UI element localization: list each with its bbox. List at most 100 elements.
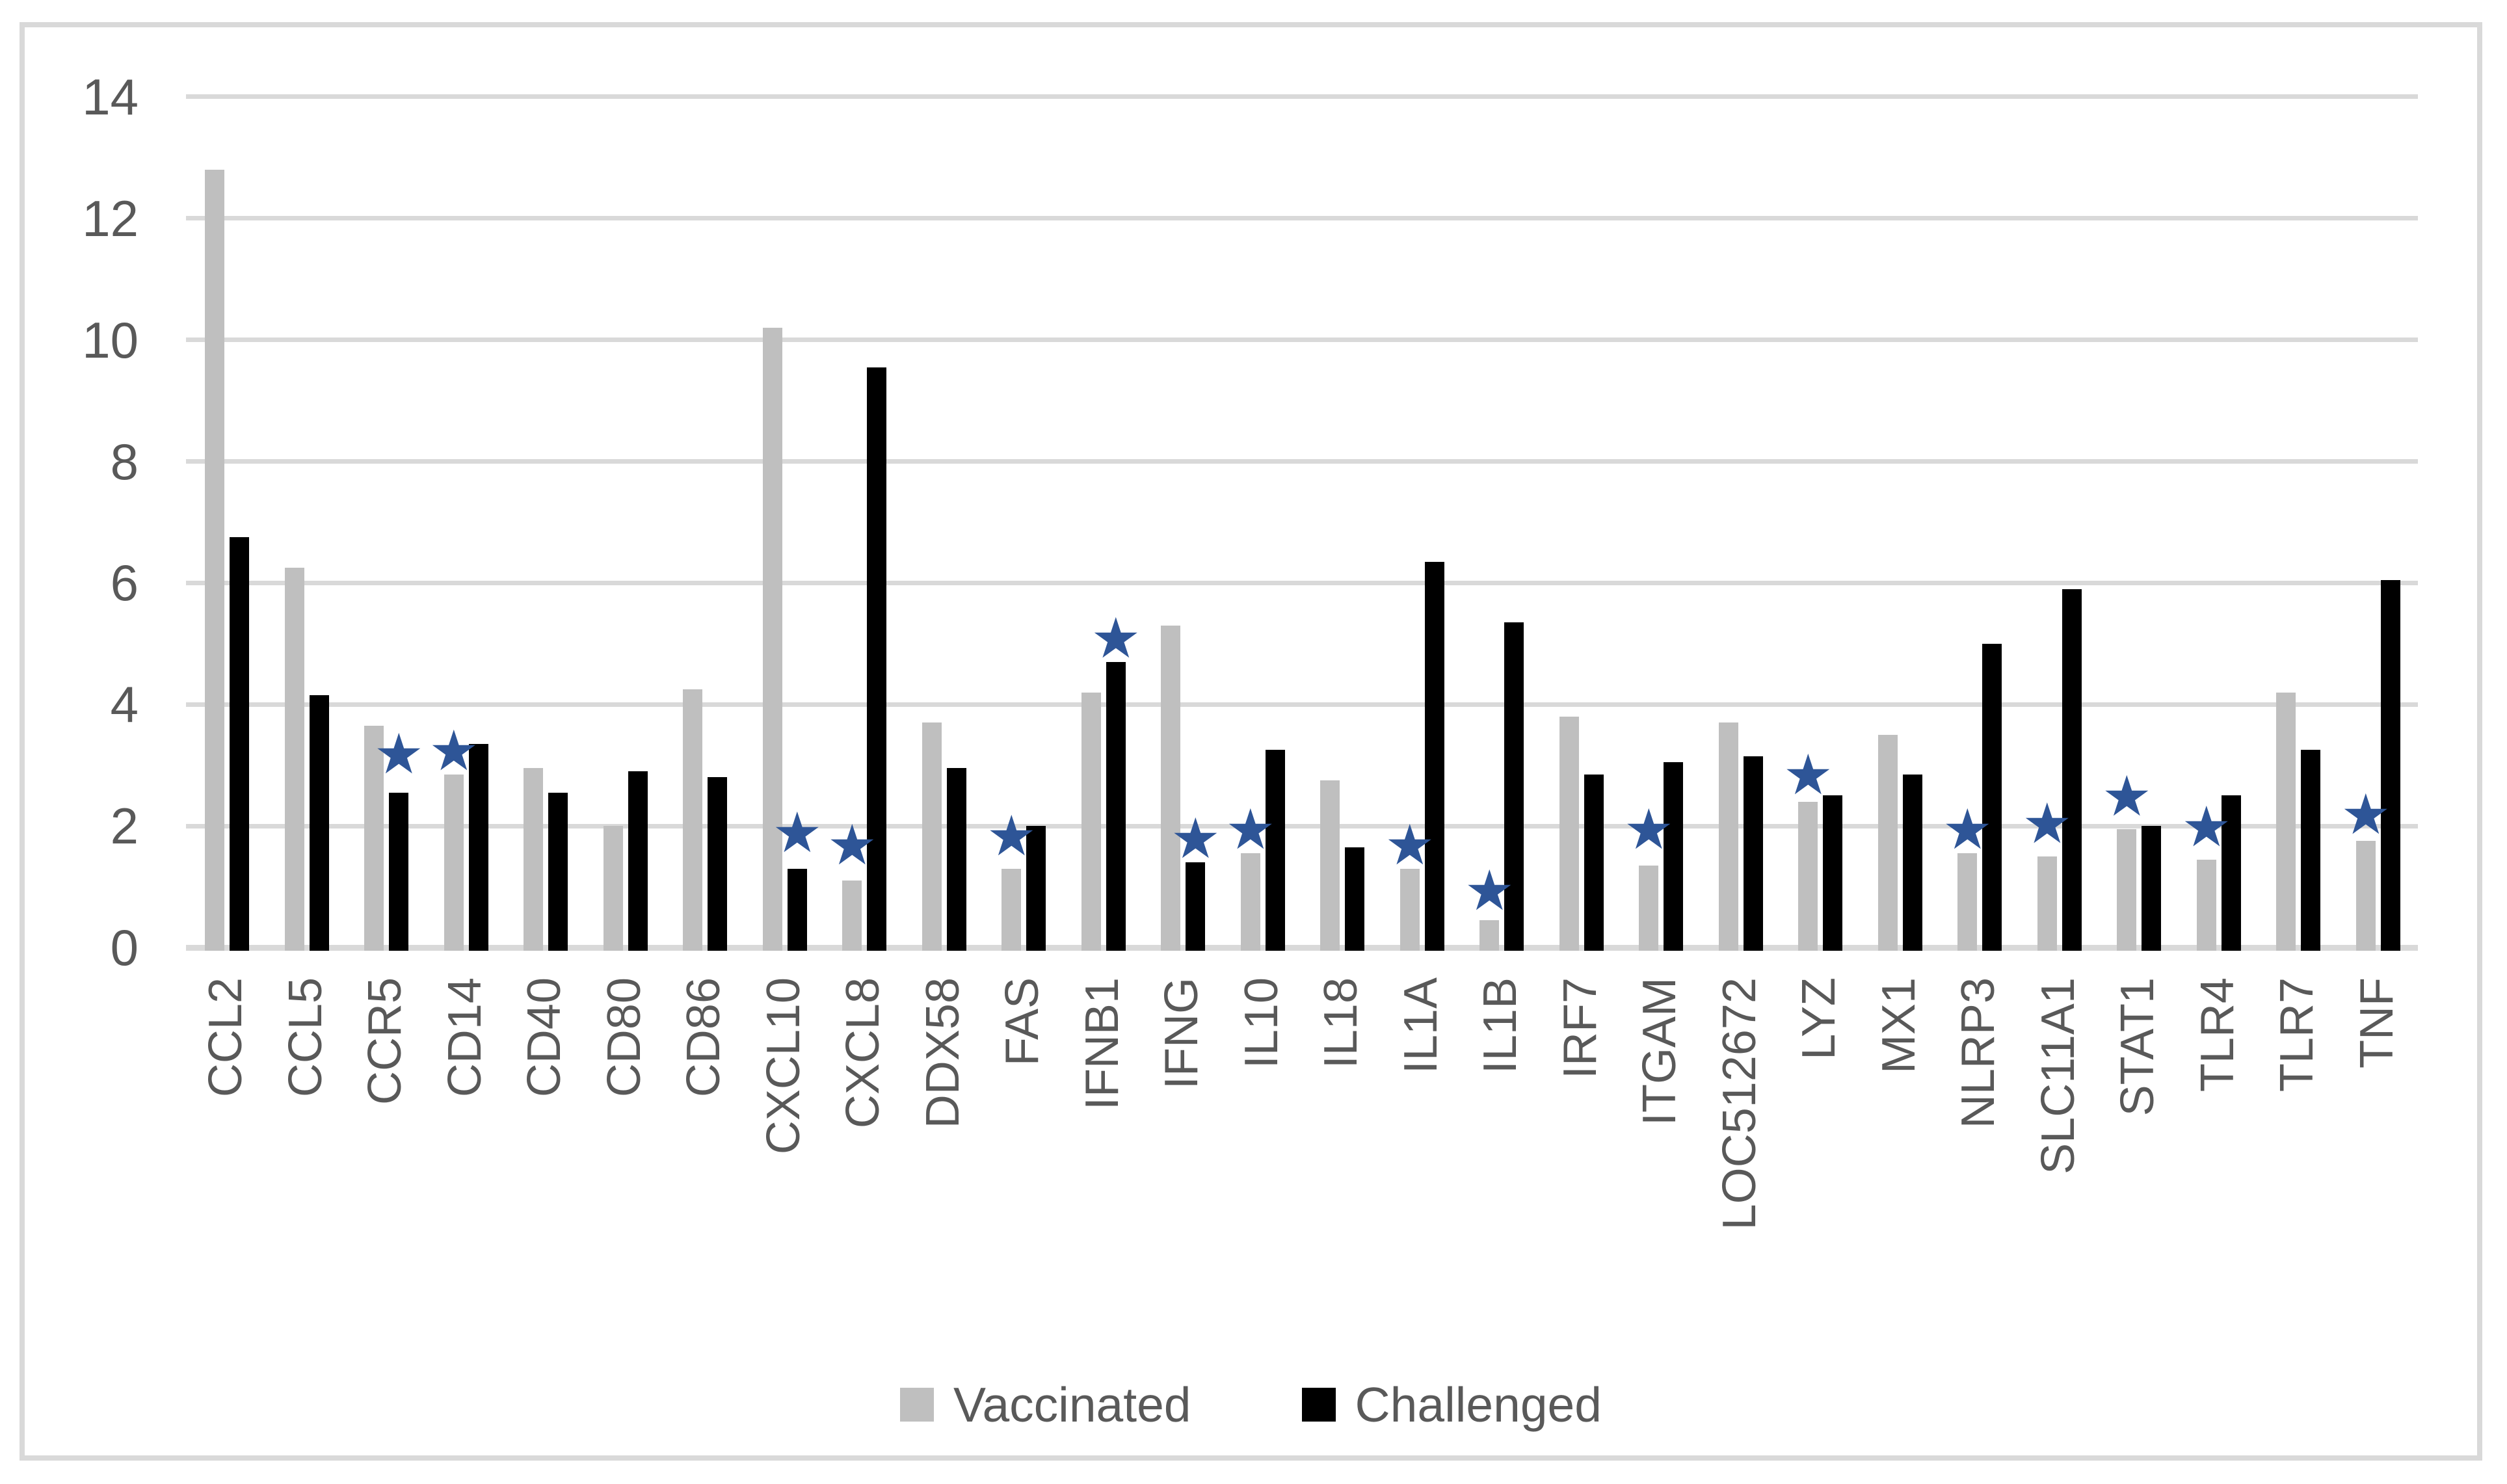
bar-vaccinated-FAS (1001, 868, 1022, 951)
bar-vaccinated-CD86 (683, 689, 703, 951)
bar-vaccinated-DDX58 (922, 722, 942, 951)
x-category-label: ITGAM (1634, 977, 1686, 1126)
bar-challenged-FAS (1026, 826, 1046, 951)
bar-challenged-TLR4 (2221, 795, 2241, 951)
bar-vaccinated-IRF7 (1559, 716, 1579, 951)
x-category-label: CD86 (678, 977, 730, 1098)
bar-challenged-TNF (2380, 579, 2400, 951)
chart-frame: Vaccinated Challenged 0 2 4 6 8 10 12 14 CCL2 CCL… (20, 22, 2482, 1461)
bar-challenged-NLRP3 (1982, 643, 2002, 951)
bar-challenged-CD80 (628, 771, 648, 951)
legend-item-vaccinated: Vaccinated (900, 1379, 1191, 1431)
x-category-label: CD80 (598, 977, 650, 1098)
significance-star-STAT1: ★ (2101, 765, 2152, 828)
x-category-label: IL18 (1315, 977, 1368, 1069)
gridline (186, 216, 2418, 221)
bar-vaccinated-NLRP3 (1957, 853, 1978, 951)
bar-vaccinated-IL1A (1399, 868, 1420, 951)
bar-challenged-IRF7 (1584, 774, 1604, 951)
bar-challenged-CD86 (708, 777, 728, 951)
bar-challenged-SLC11A1 (2062, 589, 2082, 951)
bar-challenged-IL1A (1424, 561, 1444, 951)
bar-vaccinated-CXCL10 (762, 328, 782, 951)
x-category-label: IFNG (1156, 977, 1208, 1089)
x-category-label: IFNB1 (1076, 977, 1128, 1111)
x-category-label: STAT1 (2112, 977, 2164, 1117)
significance-star-IL1A: ★ (1385, 814, 1435, 877)
bar-challenged-TLR7 (2301, 750, 2321, 951)
x-category-label: MX1 (1872, 977, 1925, 1074)
gridline (186, 94, 2418, 99)
x-category-label: TNF (2350, 977, 2403, 1068)
vaccinated-swatch-icon (900, 1388, 934, 1422)
bar-challenged-ITGAM (1664, 762, 1684, 951)
y-tick-label: 2 (110, 797, 139, 855)
bar-vaccinated-IL10 (1240, 853, 1260, 951)
bar-vaccinated-IL18 (1320, 780, 1340, 951)
x-category-label: IL1A (1394, 977, 1447, 1074)
significance-star-IFNG: ★ (1170, 808, 1221, 871)
bar-vaccinated-LYZ (1798, 801, 1818, 951)
bar-challenged-IL1B (1504, 622, 1524, 951)
significance-star-CCR5: ★ (373, 722, 424, 786)
bar-vaccinated-MX1 (1877, 734, 1898, 951)
legend-label-vaccinated: Vaccinated (953, 1377, 1191, 1432)
bar-vaccinated-STAT1 (2117, 828, 2137, 951)
significance-star-FAS: ★ (986, 804, 1037, 868)
significance-star-TNF: ★ (2341, 784, 2391, 847)
x-category-label: DDX58 (916, 977, 969, 1129)
bar-challenged-IL18 (1345, 847, 1365, 951)
bar-vaccinated-IFNB1 (1081, 692, 1101, 951)
y-tick-label: 4 (110, 676, 139, 734)
bar-vaccinated-CCL5 (284, 568, 304, 951)
x-category-label: CD40 (518, 977, 571, 1098)
x-category-label: IRF7 (1554, 977, 1606, 1080)
x-category-label: FAS (996, 977, 1049, 1067)
x-category-label: LOC512672 (1713, 977, 1766, 1230)
bar-challenged-IL10 (1265, 750, 1285, 951)
bar-challenged-MX1 (1902, 774, 1922, 951)
significance-star-LYZ: ★ (1783, 744, 1833, 807)
x-category-label: SLC11A1 (2032, 977, 2084, 1174)
significance-star-NLRP3: ★ (1942, 799, 1993, 862)
bar-vaccinated-TLR4 (2196, 859, 2216, 951)
significance-star-CXCL8: ★ (827, 814, 877, 877)
gridline (186, 580, 2418, 585)
bar-vaccinated-ITGAM (1639, 865, 1659, 951)
bar-vaccinated-CCR5 (364, 725, 384, 951)
gridline (186, 338, 2418, 343)
x-category-label: CD14 (438, 977, 491, 1098)
significance-star-CXCL10: ★ (772, 802, 823, 865)
x-category-label: IL1B (1474, 977, 1527, 1074)
significance-star-TLR4: ★ (2181, 795, 2232, 858)
bar-vaccinated-CD80 (603, 826, 623, 951)
bar-challenged-CCR5 (389, 792, 409, 951)
bar-challenged-LOC512672 (1743, 756, 1763, 951)
bar-challenged-CD14 (468, 744, 488, 951)
gridline (186, 702, 2418, 707)
bar-challenged-STAT1 (2142, 826, 2162, 951)
bar-vaccinated-IL1B (1479, 920, 1500, 951)
legend: Vaccinated Challenged (25, 1379, 2477, 1431)
bar-challenged-LYZ (1823, 795, 1843, 951)
bar-vaccinated-CCL2 (205, 170, 225, 951)
gridline (186, 823, 2418, 828)
x-category-label: CCR5 (359, 977, 412, 1106)
bar-vaccinated-IFNG (1161, 625, 1181, 951)
gridline (186, 459, 2418, 464)
legend-item-challenged: Challenged (1301, 1377, 1602, 1432)
bar-vaccinated-TLR7 (2276, 692, 2296, 951)
bar-challenged-CCL5 (309, 695, 329, 951)
legend-label-challenged: Challenged (1355, 1377, 1602, 1432)
bar-challenged-CXCL10 (787, 868, 807, 951)
bar-challenged-CD40 (548, 792, 568, 951)
bar-vaccinated-CD14 (444, 774, 464, 951)
y-tick-label: 0 (110, 919, 139, 976)
y-tick-label: 6 (110, 554, 139, 612)
significance-star-SLC11A1: ★ (2022, 793, 2073, 856)
bar-vaccinated-LOC512672 (1718, 722, 1738, 951)
x-category-label: IL10 (1235, 977, 1288, 1069)
x-category-label: CCL2 (200, 977, 252, 1098)
significance-star-CD14: ★ (429, 720, 479, 783)
